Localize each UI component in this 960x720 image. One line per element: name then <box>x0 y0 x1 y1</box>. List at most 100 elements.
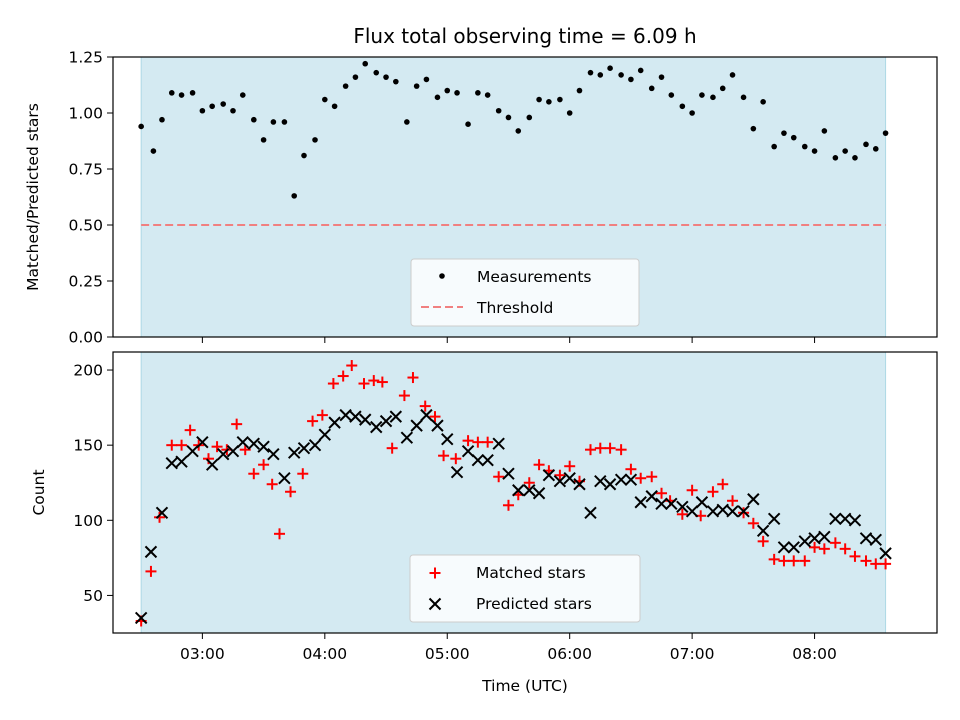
predicted-star-point <box>848 514 862 527</box>
measurement-point <box>689 110 695 116</box>
predicted-star-point <box>155 506 169 519</box>
bottom-legend: Matched stars Predicted stars <box>409 554 641 623</box>
matched-star-point <box>585 444 597 456</box>
x-axis-label: Time (UTC) <box>481 677 568 695</box>
y-tick-label: 50 <box>83 587 103 605</box>
predicted-star-point <box>716 503 729 516</box>
measurement-point <box>159 116 165 123</box>
predicted-star-point <box>431 419 444 432</box>
matched-star-point <box>419 400 431 412</box>
measurement-point <box>239 92 246 98</box>
measurement-point <box>251 116 257 123</box>
predicted-star-point <box>287 446 301 459</box>
bottom-x-ticks: 03:00 04:00 05:00 06:00 07:00 08:00 <box>180 633 837 663</box>
top-y-ticks: 0.00 0.25 0.50 0.75 1.00 1.25 <box>68 49 113 347</box>
measurement-point <box>150 148 157 154</box>
predicted-star-point <box>685 505 699 518</box>
legend-threshold-label: Threshold <box>476 299 553 317</box>
x-tick-label: 03:00 <box>180 645 225 663</box>
matched-star-point <box>176 439 188 451</box>
measurement-point <box>352 74 359 80</box>
matched-star-point <box>462 435 474 447</box>
measurement-point <box>260 137 267 143</box>
measurement-point <box>465 121 471 127</box>
predicted-star-point <box>523 484 536 497</box>
matched-star-point <box>707 486 719 498</box>
measurement-point <box>872 146 879 152</box>
y-tick-label: 0.00 <box>68 329 103 347</box>
matched-star-point <box>316 409 328 421</box>
matched-star-point <box>327 378 339 390</box>
predicted-star-point <box>267 447 280 461</box>
predicted-star-point <box>787 541 800 554</box>
predicted-star-point <box>165 456 178 470</box>
predicted-star-point <box>318 428 332 441</box>
matched-star-point <box>799 555 811 567</box>
y-tick-label: 200 <box>73 362 103 380</box>
predicted-star-point <box>869 533 882 547</box>
matched-star-point <box>154 511 166 523</box>
measurement-point <box>495 107 502 114</box>
predicted-star-point <box>461 444 475 458</box>
measurement-point <box>291 193 298 199</box>
matched-star-point <box>386 442 398 454</box>
legend-predicted-marker <box>428 597 442 611</box>
measurement-point <box>863 141 869 148</box>
measurement-point <box>597 72 604 78</box>
predicted-star-point <box>226 444 240 458</box>
matched-star-point <box>768 553 780 565</box>
measurement-point <box>270 119 277 125</box>
predicted-star-point <box>410 419 423 432</box>
predicted-star-point <box>532 487 546 500</box>
predicted-star-point <box>634 496 647 509</box>
measurement-point <box>750 125 757 132</box>
predicted-star-point <box>144 545 158 559</box>
predicted-star-point <box>614 473 628 486</box>
matched-star-point <box>604 442 616 454</box>
measurement-point <box>771 143 777 150</box>
measurement-point <box>852 155 858 161</box>
measurement-point <box>199 107 206 114</box>
y-tick-label: 0.50 <box>68 217 103 235</box>
predicted-star-point <box>676 500 689 513</box>
matched-star-point <box>297 468 309 480</box>
y-tick-label: 0.75 <box>68 161 103 179</box>
predicted-star-point <box>247 437 261 450</box>
measurement-point <box>505 114 512 121</box>
matched-star-point <box>376 376 388 388</box>
measurement-point <box>842 148 848 154</box>
predicted-star-point <box>726 505 739 518</box>
predicted-star-point <box>563 472 576 485</box>
matched-star-point <box>849 550 861 562</box>
measurement-point <box>434 94 441 101</box>
measurement-point <box>383 74 389 80</box>
predicted-star-point <box>175 455 188 468</box>
predicted-star-point <box>645 490 658 503</box>
matched-star-point <box>615 444 627 456</box>
matched-star-point <box>337 370 349 382</box>
x-tick-label: 06:00 <box>547 645 592 663</box>
matched-star-point <box>438 450 450 462</box>
matched-star-point <box>258 459 270 471</box>
matched-star-point <box>184 424 196 436</box>
measurement-point <box>331 103 338 110</box>
measurement-point <box>342 83 349 89</box>
top-legend: Measurements Threshold <box>410 258 640 327</box>
top-legend-box <box>410 258 640 327</box>
measurement-point <box>719 85 726 92</box>
matched-star-point <box>778 555 790 567</box>
legend-matched-label: Matched stars <box>476 564 586 582</box>
measurement-point <box>454 90 460 96</box>
matched-star-point <box>727 495 739 507</box>
measurement-point <box>566 110 573 116</box>
predicted-star-point <box>481 453 494 467</box>
predicted-star-point <box>308 438 322 452</box>
measurement-point <box>362 60 369 67</box>
matched-star-point <box>145 565 157 577</box>
predicted-star-point <box>349 410 362 423</box>
measurement-point <box>515 128 522 134</box>
matched-star-point <box>450 453 462 465</box>
legend-x-glyph <box>428 597 442 611</box>
predicted-star-point <box>236 435 249 449</box>
